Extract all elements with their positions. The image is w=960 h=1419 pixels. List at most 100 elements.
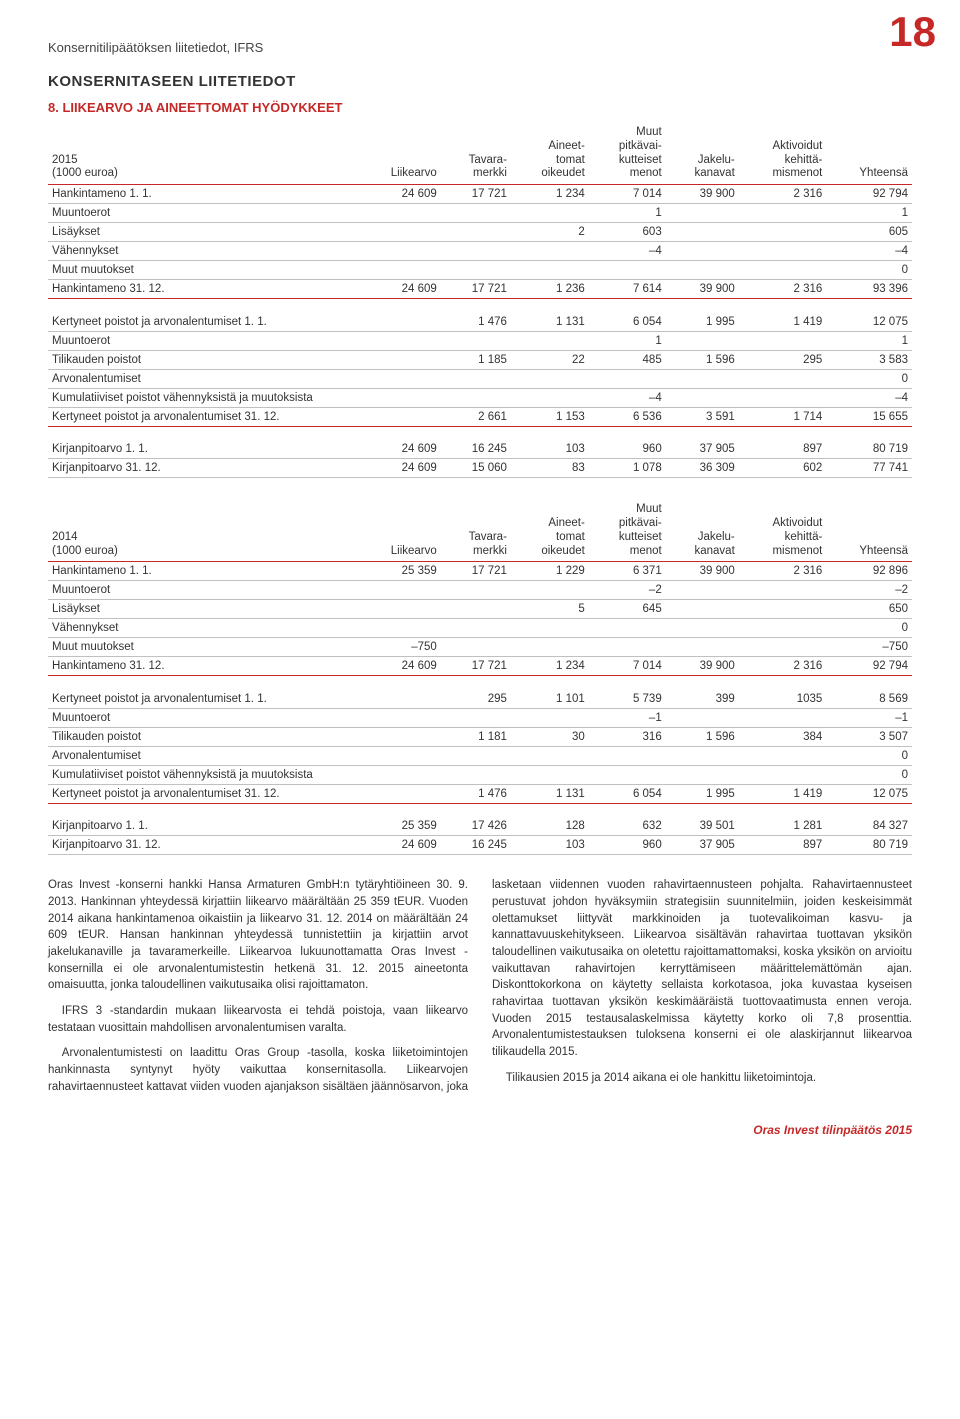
cell-value xyxy=(739,388,827,407)
cell-value: 1 229 xyxy=(511,562,589,581)
table-row: Arvonalentumiset0 xyxy=(48,369,912,388)
cell-value: 24 609 xyxy=(359,185,441,204)
cell-value: 24 609 xyxy=(359,836,441,855)
cell-value: –4 xyxy=(589,242,666,261)
cell-value: 1 714 xyxy=(739,407,827,426)
page-number: 18 xyxy=(889,8,936,56)
cell-value: 1 101 xyxy=(511,690,589,709)
cell-value: 2 316 xyxy=(739,562,827,581)
cell-value: 17 721 xyxy=(441,562,511,581)
row-label: Kertyneet poistot ja arvonalentumiset 1.… xyxy=(48,690,359,709)
cell-value: 103 xyxy=(511,440,589,459)
cell-value: 17 721 xyxy=(441,185,511,204)
cell-value: 1 596 xyxy=(666,727,739,746)
cell-value: 5 xyxy=(511,600,589,619)
cell-value xyxy=(359,784,441,803)
column-header: Aineet-tomatoikeudet xyxy=(511,123,589,185)
cell-value: 2 316 xyxy=(739,185,827,204)
cell-value: 1 xyxy=(589,204,666,223)
cell-value xyxy=(666,708,739,727)
cell-value: 897 xyxy=(739,440,827,459)
cell-value: 83 xyxy=(511,459,589,478)
cell-value: 1 476 xyxy=(441,313,511,332)
column-header: Tavara-merkki xyxy=(441,500,511,562)
cell-value xyxy=(666,600,739,619)
cell-value: 6 054 xyxy=(589,784,666,803)
cell-value xyxy=(739,223,827,242)
cell-value xyxy=(441,765,511,784)
cell-value: 1 236 xyxy=(511,280,589,299)
cell-value xyxy=(359,708,441,727)
cell-value xyxy=(739,369,827,388)
cell-value xyxy=(666,261,739,280)
table-row: Muut muutokset–750–750 xyxy=(48,638,912,657)
cell-value: 603 xyxy=(589,223,666,242)
cell-value: 6 371 xyxy=(589,562,666,581)
cell-value xyxy=(359,223,441,242)
cell-value: 2 xyxy=(511,223,589,242)
row-label: Muut muutokset xyxy=(48,638,359,657)
table-row: Muut muutokset0 xyxy=(48,261,912,280)
row-label: Kertyneet poistot ja arvonalentumiset 31… xyxy=(48,407,359,426)
cell-value: 7 014 xyxy=(589,185,666,204)
table-row: Hankintameno 1. 1.25 35917 7211 2296 371… xyxy=(48,562,912,581)
cell-value: 80 719 xyxy=(826,836,912,855)
cell-value: 2 316 xyxy=(739,280,827,299)
cell-value: –750 xyxy=(826,638,912,657)
cell-value: 24 609 xyxy=(359,459,441,478)
column-header-label: 2015(1000 euroa) xyxy=(48,123,359,185)
row-label: Hankintameno 31. 12. xyxy=(48,280,359,299)
cell-value xyxy=(441,242,511,261)
cell-value: 2 316 xyxy=(739,657,827,676)
cell-value: 1 419 xyxy=(739,313,827,332)
column-header: Muutpitkävai-kutteisetmenot xyxy=(589,123,666,185)
cell-value: –4 xyxy=(826,242,912,261)
column-header: Aktivoidutkehittä-mismenot xyxy=(739,123,827,185)
cell-value xyxy=(511,204,589,223)
cell-value xyxy=(511,746,589,765)
column-header: Liikearvo xyxy=(359,500,441,562)
cell-value xyxy=(359,388,441,407)
cell-value: 92 794 xyxy=(826,657,912,676)
cell-value: 1 234 xyxy=(511,657,589,676)
cell-value: –2 xyxy=(826,581,912,600)
cell-value: 16 245 xyxy=(441,836,511,855)
cell-value xyxy=(359,261,441,280)
cell-value: 1 995 xyxy=(666,313,739,332)
column-header: Muutpitkävai-kutteisetmenot xyxy=(589,500,666,562)
cell-value: 1 131 xyxy=(511,313,589,332)
cell-value xyxy=(666,765,739,784)
cell-value xyxy=(359,619,441,638)
cell-value: 1 153 xyxy=(511,407,589,426)
row-label: Muuntoerot xyxy=(48,581,359,600)
cell-value: 316 xyxy=(589,727,666,746)
cell-value: 295 xyxy=(739,350,827,369)
cell-value: 1 xyxy=(826,331,912,350)
cell-value: –750 xyxy=(359,638,441,657)
cell-value xyxy=(359,204,441,223)
cell-value xyxy=(589,638,666,657)
cell-value: 1 078 xyxy=(589,459,666,478)
cell-value: 2 661 xyxy=(441,407,511,426)
column-header: Yhteensä xyxy=(826,500,912,562)
column-header: Aineet-tomatoikeudet xyxy=(511,500,589,562)
row-label: Vähennykset xyxy=(48,242,359,261)
cell-value xyxy=(666,204,739,223)
cell-value: 25 359 xyxy=(359,817,441,836)
cell-value: –1 xyxy=(589,708,666,727)
cell-value xyxy=(359,690,441,709)
table-row: Vähennykset –4 –4 xyxy=(48,242,912,261)
table-row: Kirjanpitoarvo 1. 1.25 35917 42612863239… xyxy=(48,817,912,836)
cell-value xyxy=(359,331,441,350)
cell-value xyxy=(441,388,511,407)
row-label: Kirjanpitoarvo 31. 12. xyxy=(48,836,359,855)
cell-value: 36 309 xyxy=(666,459,739,478)
row-label: Lisäykset xyxy=(48,223,359,242)
cell-value xyxy=(666,619,739,638)
table-row: Kertyneet poistot ja arvonalentumiset 31… xyxy=(48,407,912,426)
cell-value: 0 xyxy=(826,765,912,784)
row-label: Arvonalentumiset xyxy=(48,746,359,765)
cell-value xyxy=(441,223,511,242)
paragraph: Tilikausien 2015 ja 2014 aikana ei ole h… xyxy=(492,1070,912,1087)
cell-value: 1 596 xyxy=(666,350,739,369)
